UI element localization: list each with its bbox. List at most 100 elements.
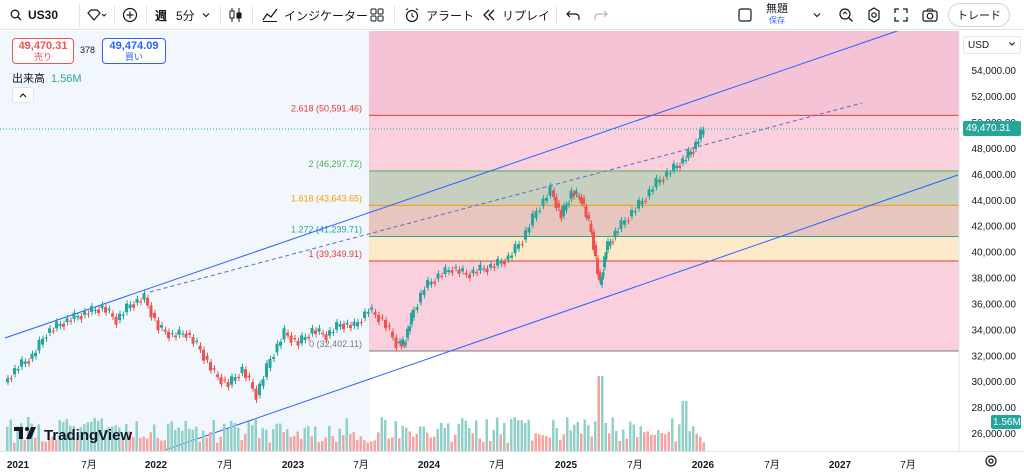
candle-body — [170, 333, 174, 335]
indicator-icon — [262, 8, 278, 22]
volume-bar — [125, 423, 128, 451]
volume-bar — [583, 419, 586, 451]
templates-button[interactable] — [370, 3, 384, 27]
volume-bar — [107, 427, 110, 451]
volume-bar — [678, 424, 681, 451]
volume-bar — [447, 423, 450, 451]
price-axis-label: 48,000.00 — [972, 144, 1017, 155]
candle-body — [209, 362, 212, 371]
candle-body — [142, 293, 146, 300]
candle-body — [584, 206, 588, 218]
volume-bar — [352, 432, 355, 451]
candle-body — [471, 269, 475, 274]
candle-body — [440, 275, 443, 277]
symbol-search[interactable]: US30 — [4, 3, 80, 27]
candle-body — [426, 279, 429, 288]
volume-bar — [342, 435, 345, 451]
candle-body — [69, 320, 72, 322]
quick-search-button[interactable] — [838, 3, 854, 27]
time-axis-label: 2024 — [418, 460, 441, 471]
volume-bar — [142, 436, 145, 451]
sell-button[interactable]: 49,470.31 売り — [12, 38, 74, 64]
volume-bar — [468, 427, 471, 451]
collapse-legend-button[interactable] — [12, 87, 34, 103]
volume-bar — [247, 421, 250, 451]
divider — [394, 6, 395, 24]
volume-bar — [153, 424, 156, 451]
volume-bar — [135, 421, 138, 451]
volume-bar — [541, 435, 544, 451]
snapshot-button[interactable] — [922, 3, 938, 27]
candle-body — [513, 244, 517, 254]
candle-body — [198, 345, 202, 350]
candle-body — [406, 328, 409, 338]
price-chart[interactable]: 2.618 (50,591.46) 2 (46,297.72) 1.618 (43,… — [0, 31, 1024, 451]
volume-bar — [646, 431, 649, 451]
candle-body — [694, 141, 697, 149]
volume-bar — [632, 424, 635, 451]
candle-body — [324, 334, 328, 341]
candle-body — [195, 340, 198, 342]
layout-toggle[interactable] — [738, 3, 752, 27]
volume-bar — [653, 434, 656, 451]
volume-bar — [268, 442, 271, 451]
buy-label: 買い — [124, 52, 143, 62]
candle-body — [244, 369, 247, 379]
time-axis[interactable]: 2021 7月 2022 7月 2023 7月 2024 7月 2025 7月 2026 7月 2027… — [0, 451, 1024, 476]
replay-button[interactable]: リプレイ — [482, 3, 550, 27]
trade-button[interactable]: トレード — [948, 3, 1010, 27]
time-axis-label: 7月 — [900, 459, 916, 471]
volume-bar — [58, 420, 61, 451]
settings-button[interactable] — [866, 3, 882, 27]
volume-bar — [114, 425, 117, 451]
currency-selector[interactable]: USD — [963, 36, 1021, 54]
indicators-label: インジケーター — [284, 8, 369, 23]
candle-body — [219, 376, 223, 385]
channel-lower-line — [164, 174, 959, 451]
volume-bar — [37, 424, 40, 451]
axis-settings-button[interactable] — [984, 454, 998, 468]
candle-body — [226, 382, 230, 388]
volume-bar — [618, 441, 621, 451]
candle-body — [696, 141, 700, 145]
fib-label: 2 (46,297.72) — [308, 159, 362, 169]
volume-bar — [296, 431, 299, 451]
volume-bar — [576, 422, 579, 451]
fullscreen-button[interactable] — [894, 3, 908, 27]
interval-dropdown[interactable] — [201, 3, 211, 27]
candle-body — [160, 325, 163, 328]
volume-bar — [331, 436, 334, 451]
indicators-button[interactable]: インジケーター — [262, 3, 368, 27]
layout-saved: 保存 — [769, 16, 785, 25]
chart-type-button[interactable] — [228, 3, 244, 27]
price-axis-bg — [960, 31, 1024, 451]
fullscreen-icon — [894, 8, 908, 22]
undo-button[interactable] — [566, 3, 580, 27]
favorite-button[interactable] — [86, 3, 108, 27]
redo-button[interactable] — [594, 3, 608, 27]
interval-week-button[interactable]: 週 — [155, 8, 168, 23]
candle-body — [296, 340, 300, 346]
buy-button[interactable]: 49,474.09 買い — [102, 38, 166, 64]
candle-body — [139, 301, 142, 303]
candle-body — [415, 307, 419, 310]
compare-button[interactable] — [122, 3, 138, 27]
volume-bar — [587, 425, 590, 451]
volume-bar — [489, 441, 492, 451]
candle-body — [307, 336, 310, 339]
volume-bar — [230, 420, 233, 451]
candle-body — [275, 343, 279, 353]
layout-name-button[interactable]: 無題 保存 — [766, 3, 788, 27]
fib-label: 1.272 (41,239.71) — [291, 225, 362, 235]
alert-button[interactable]: アラート — [404, 3, 474, 27]
volume-bar — [608, 433, 611, 451]
candle-body — [51, 330, 55, 332]
divider — [146, 6, 147, 24]
candle-body — [55, 321, 58, 329]
volume-bar — [317, 442, 320, 451]
candle-body — [184, 333, 188, 338]
volume-bar — [391, 437, 394, 451]
layout-dropdown[interactable] — [812, 3, 822, 27]
candle-body — [699, 129, 702, 140]
interval-5min-button[interactable]: 5分 — [176, 8, 195, 23]
